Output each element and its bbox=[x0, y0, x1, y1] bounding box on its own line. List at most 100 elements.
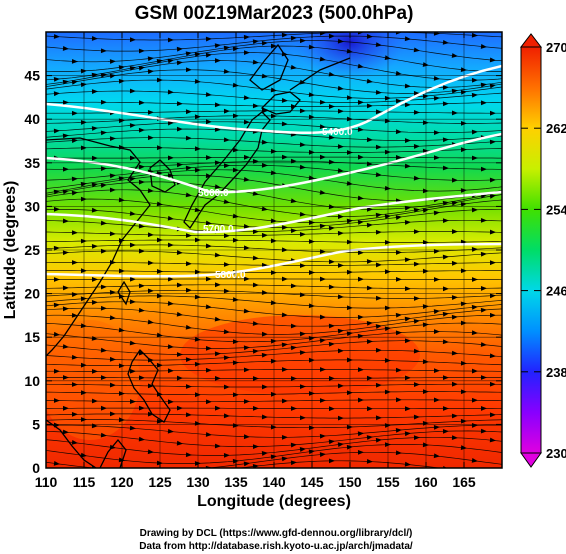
flow-arrow bbox=[214, 375, 221, 381]
contour-label-5800: 5800.0 bbox=[215, 270, 246, 281]
flow-arrow bbox=[109, 356, 116, 362]
flow-arrow bbox=[366, 285, 373, 291]
flow-arrow bbox=[357, 449, 364, 455]
flow-arrow bbox=[366, 458, 373, 464]
flow-arrow bbox=[433, 397, 440, 403]
flow-arrow bbox=[433, 130, 440, 136]
flow-arrow bbox=[471, 155, 478, 161]
flow-arrow bbox=[109, 315, 116, 321]
flow-arrow bbox=[243, 154, 250, 160]
streamline bbox=[46, 407, 502, 410]
japan-honshu bbox=[183, 111, 271, 230]
flow-arrow bbox=[357, 431, 364, 437]
flow-arrow bbox=[243, 434, 250, 440]
flow-arrow bbox=[375, 262, 382, 268]
flow-arrow bbox=[319, 367, 326, 372]
flow-arrow bbox=[100, 166, 107, 172]
flow-arrow bbox=[299, 331, 306, 337]
flow-arrow bbox=[375, 324, 382, 329]
flow-arrow bbox=[100, 99, 107, 105]
flow-arrow bbox=[319, 99, 326, 105]
flow-arrow bbox=[91, 277, 98, 282]
flow-arrow bbox=[442, 286, 449, 292]
flow-arrow bbox=[366, 206, 373, 212]
flow-arrow bbox=[337, 442, 344, 448]
streamline bbox=[46, 90, 502, 103]
flow-arrow bbox=[375, 109, 382, 115]
flow-arrow bbox=[185, 51, 192, 57]
flow-arrow bbox=[205, 367, 212, 373]
flow-arrow bbox=[290, 323, 297, 329]
flow-arrow bbox=[442, 339, 449, 345]
flow-arrow bbox=[489, 193, 496, 199]
flow-arrow bbox=[442, 39, 449, 45]
y-axis-label: Latitude (degrees) bbox=[2, 181, 19, 320]
flow-arrow bbox=[176, 46, 183, 52]
streamline bbox=[46, 32, 502, 41]
flow-arrow bbox=[71, 412, 78, 417]
x-tick-label: 115 bbox=[73, 474, 96, 490]
flow-arrow bbox=[290, 158, 297, 164]
flow-arrow bbox=[62, 429, 69, 435]
flow-arrow bbox=[290, 345, 297, 351]
flow-arrow bbox=[214, 184, 221, 190]
flow-arrow bbox=[53, 189, 60, 195]
flow-arrow bbox=[404, 138, 411, 143]
flow-arrow bbox=[129, 211, 136, 216]
flow-arrow bbox=[319, 56, 326, 62]
flow-arrow bbox=[167, 301, 174, 306]
flow-arrow bbox=[244, 276, 250, 282]
flow-arrow bbox=[223, 288, 230, 294]
flow-arrow bbox=[337, 348, 344, 354]
flow-arrow bbox=[214, 102, 221, 108]
streamline bbox=[46, 331, 502, 349]
flow-arrow bbox=[395, 70, 402, 76]
flow-arrow bbox=[299, 263, 306, 268]
flow-arrow bbox=[71, 312, 78, 318]
flow-arrow bbox=[129, 37, 136, 43]
flow-arrow bbox=[100, 48, 107, 54]
flow-arrow bbox=[433, 76, 440, 81]
flow-arrow bbox=[214, 282, 221, 288]
flow-arrow bbox=[471, 247, 478, 252]
flow-arrow bbox=[404, 205, 411, 211]
japan-hokkaido bbox=[260, 91, 301, 115]
flow-arrow bbox=[62, 250, 69, 256]
flow-arrow bbox=[176, 101, 183, 107]
flow-arrow bbox=[337, 85, 344, 91]
flow-arrow bbox=[223, 137, 230, 143]
flow-arrow bbox=[471, 330, 478, 336]
flow-arrow bbox=[214, 58, 221, 63]
flow-arrow bbox=[214, 43, 221, 49]
flow-arrow bbox=[281, 367, 288, 372]
flow-arrow bbox=[138, 307, 145, 313]
flow-arrow bbox=[91, 72, 98, 78]
flow-arrow bbox=[489, 437, 496, 443]
streamline bbox=[46, 244, 502, 254]
flow-arrow bbox=[375, 229, 382, 235]
streamline bbox=[46, 369, 502, 372]
flow-arrow bbox=[413, 435, 420, 441]
flow-arrow bbox=[91, 36, 98, 41]
flow-arrow bbox=[413, 91, 420, 96]
flow-arrow bbox=[337, 144, 344, 149]
contour-label-5600: 5600.0 bbox=[198, 188, 229, 199]
flow-arrow bbox=[375, 42, 382, 48]
contour-5700 bbox=[46, 190, 502, 234]
flow-arrow bbox=[138, 127, 145, 133]
flow-arrow bbox=[243, 308, 250, 314]
flow-arrow bbox=[480, 217, 487, 223]
streamline bbox=[46, 208, 502, 228]
flow-arrow bbox=[357, 63, 364, 69]
flow-arrow bbox=[138, 179, 145, 185]
flow-arrow bbox=[53, 331, 60, 337]
credit-data: Data from http://database.rish.kyoto-u.a… bbox=[139, 541, 413, 552]
flow-arrow bbox=[205, 399, 212, 405]
flow-arrow bbox=[281, 32, 288, 38]
flow-arrow bbox=[129, 368, 136, 374]
streamline bbox=[46, 399, 502, 403]
flow-arrow bbox=[281, 121, 288, 127]
flow-arrow bbox=[167, 242, 174, 248]
flow-arrow bbox=[167, 155, 174, 161]
contour-5400 bbox=[46, 64, 502, 135]
